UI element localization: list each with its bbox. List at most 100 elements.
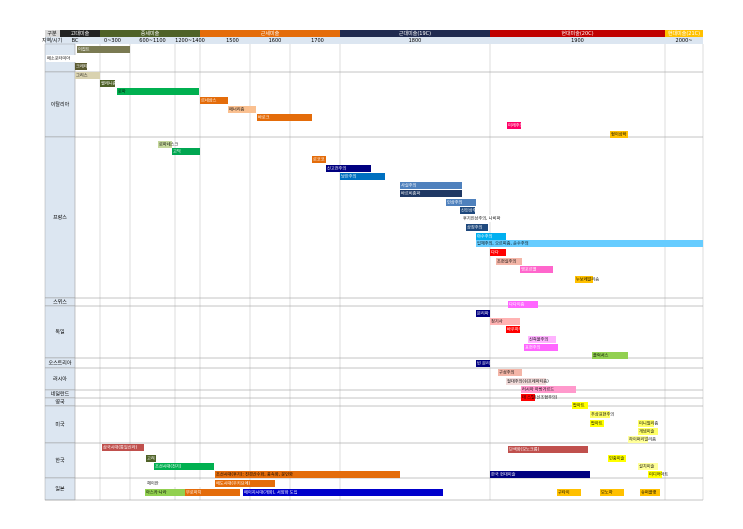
period-bar-label: 조선시대(전기) [155,463,182,470]
period-bar-label: 단색화(모노크롬) [509,446,540,453]
period-bar-label: 그리스 [76,72,88,79]
period-bar [172,148,200,155]
period-bar-label: 신고전주의 [327,165,346,172]
period-bar [521,386,576,393]
period-bar [146,455,156,462]
row-label-cell [44,136,76,299]
period-bar [75,63,87,70]
period-bar [100,80,115,87]
period-bar [446,199,476,206]
row-label: 일본 [55,486,65,493]
period-bar-label: 메소포타미아 [47,55,70,62]
period-bar-label: 고딕 [173,148,181,155]
period-label: 현대미술(21C) [668,30,700,37]
period-bar-label: 러시아 아방가르드 [522,386,554,393]
period-bar-label: 미디어아트 [649,471,668,478]
period-bar-label: 미래주의 [508,122,524,129]
period-bar-label: 다다이즘 [509,301,525,308]
period-bar-label: 팝아트 [591,420,603,427]
period-bar [528,336,556,343]
period-bar [228,106,256,113]
period-bar [466,224,488,231]
period-bar [490,318,520,325]
period-bar-label: 누보레알리슴 [576,276,599,283]
period-cell [60,30,100,37]
period-bar-label: 바우하우스 [507,326,526,333]
row-label: 독일 [55,329,65,336]
header-cell [45,37,703,44]
year-label: 1900 [571,38,584,44]
row-label: 스위스 [53,299,67,306]
period-bar-label: 에도시대(우키요에) [216,480,250,487]
row-label-cell [44,405,76,444]
period-bar [312,156,326,163]
year-label: 600~1100 [139,38,165,44]
period-bar-label: 매너리즘 [229,106,245,113]
period-cell [200,30,340,37]
period-bar-label: 분리파 [477,310,489,317]
period-bar [648,471,662,478]
period-bar-label: 설치미술 [639,463,655,470]
period-cell [665,30,703,37]
period-bar [340,173,385,180]
period-bar [400,190,462,197]
period-bar-label: 모노하 [601,489,613,496]
period-bar [640,489,660,496]
period-bar [46,55,76,62]
period-bar-label: 사실주의 [401,182,417,189]
period-bar [146,480,214,487]
period-bar-label: 상징주의 [467,224,483,231]
period-bar-label: 다다 [491,249,499,256]
period-cell [490,30,665,37]
row-label: 영국 [55,399,65,406]
period-bar [490,471,590,478]
period-bar [524,344,558,351]
period-bar [608,455,626,462]
year-label: 2000~ [676,38,693,44]
period-bar-label: 데 스틸(신조형주의) [522,394,558,401]
period-bar-label: 고려 [147,455,155,462]
period-bar [476,240,703,247]
period-bar [592,352,628,359]
period-bar [476,360,490,367]
period-label: 근대미술(19C) [399,30,431,37]
period-bar [77,46,130,53]
period-bar-label: 로코코 [313,157,325,162]
period-bar [638,428,658,435]
period-bar-label: 플럭서스 [593,352,609,359]
period-bar [257,114,312,121]
period-bar [476,310,490,317]
period-label: 근세미술 [261,30,280,37]
row-label-cell [44,305,76,359]
period-bar-label: 인상주의 [447,199,463,206]
year-label: 0~300 [104,38,121,44]
period-bar [628,436,648,443]
period-bar [590,420,604,427]
period-bar-label: 구타이 [558,489,570,496]
header-cell [45,30,60,37]
period-cell [340,30,490,37]
period-bar-label: 르네상스 [201,97,217,104]
period-bar-label: 구성주의 [499,369,515,376]
period-cell [100,30,200,37]
period-bar [507,122,521,129]
period-bar-label: 초현실주의 [497,258,516,265]
period-bar [600,489,624,496]
period-bar-label: 바로크 [258,114,270,121]
period-bar-label: 후기인상주의, 나비파 [463,215,500,222]
row-label: 프랑스 [53,214,67,221]
period-bar-label: 삼국시대(통일신라) [103,444,137,451]
period-bar [610,131,628,138]
period-bar-label: 입체주의, 오르피즘, 순수주의 [477,240,529,247]
period-bar [326,165,371,172]
period-bar [158,141,172,148]
period-bar-label: 낭만주의 [341,173,357,180]
period-bar [638,420,654,427]
period-bar [557,489,581,496]
period-bar-label: 앵포르멜 [521,266,537,272]
period-bar-label: 슈퍼플랫 [641,489,657,496]
year-label: BC [72,38,79,44]
period-bar-label: 하이퍼리얼리즘 [629,436,656,443]
row-label: 오스트리아 [48,360,71,367]
